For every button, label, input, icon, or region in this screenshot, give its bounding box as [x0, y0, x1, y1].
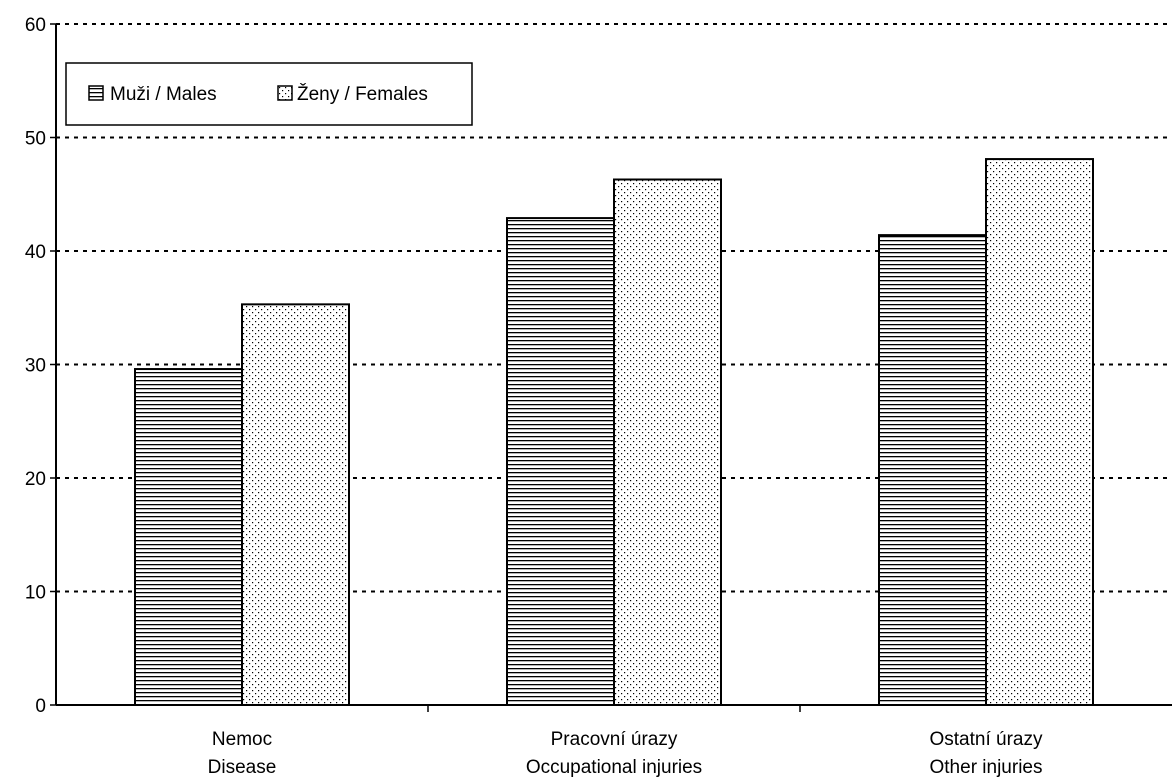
- bars: [134, 158, 1094, 707]
- x-category-label: Pracovní úrazy: [551, 729, 678, 750]
- legend-label-males: Muži / Males: [110, 84, 217, 105]
- bar-females-0: [241, 303, 350, 706]
- y-tick-label: 50: [25, 129, 46, 150]
- x-category-label: Disease: [208, 757, 277, 778]
- y-tick-label: 0: [35, 696, 46, 717]
- y-tick-label: 40: [25, 242, 46, 263]
- x-category-label: Other injuries: [930, 757, 1043, 778]
- legend-swatch-males: [88, 85, 104, 101]
- bar-males-1: [506, 217, 615, 707]
- legend-swatch-females: [277, 85, 293, 101]
- axes: [50, 23, 1172, 712]
- axis-labels: 0 10 20 30 40 50 60 Nemoc Disease Pracovní úrazy O…: [25, 15, 1043, 778]
- legend-box: [65, 62, 473, 126]
- legend: Muži / Males Ženy / Females: [65, 62, 473, 126]
- bar-females-2: [985, 158, 1094, 706]
- x-category-label: Occupational injuries: [526, 757, 702, 778]
- y-tick-label: 20: [25, 469, 46, 490]
- y-tick-label: 60: [25, 15, 46, 36]
- bar-males-0: [134, 368, 243, 706]
- y-tick-label: 30: [25, 356, 46, 377]
- x-category-label: Ostatní úrazy: [930, 729, 1043, 750]
- legend-label-females: Ženy / Females: [297, 83, 428, 105]
- x-category-label: Nemoc: [212, 729, 272, 750]
- bar-males-2: [878, 234, 987, 707]
- y-tick-label: 10: [25, 583, 46, 604]
- bar-females-1: [613, 178, 722, 706]
